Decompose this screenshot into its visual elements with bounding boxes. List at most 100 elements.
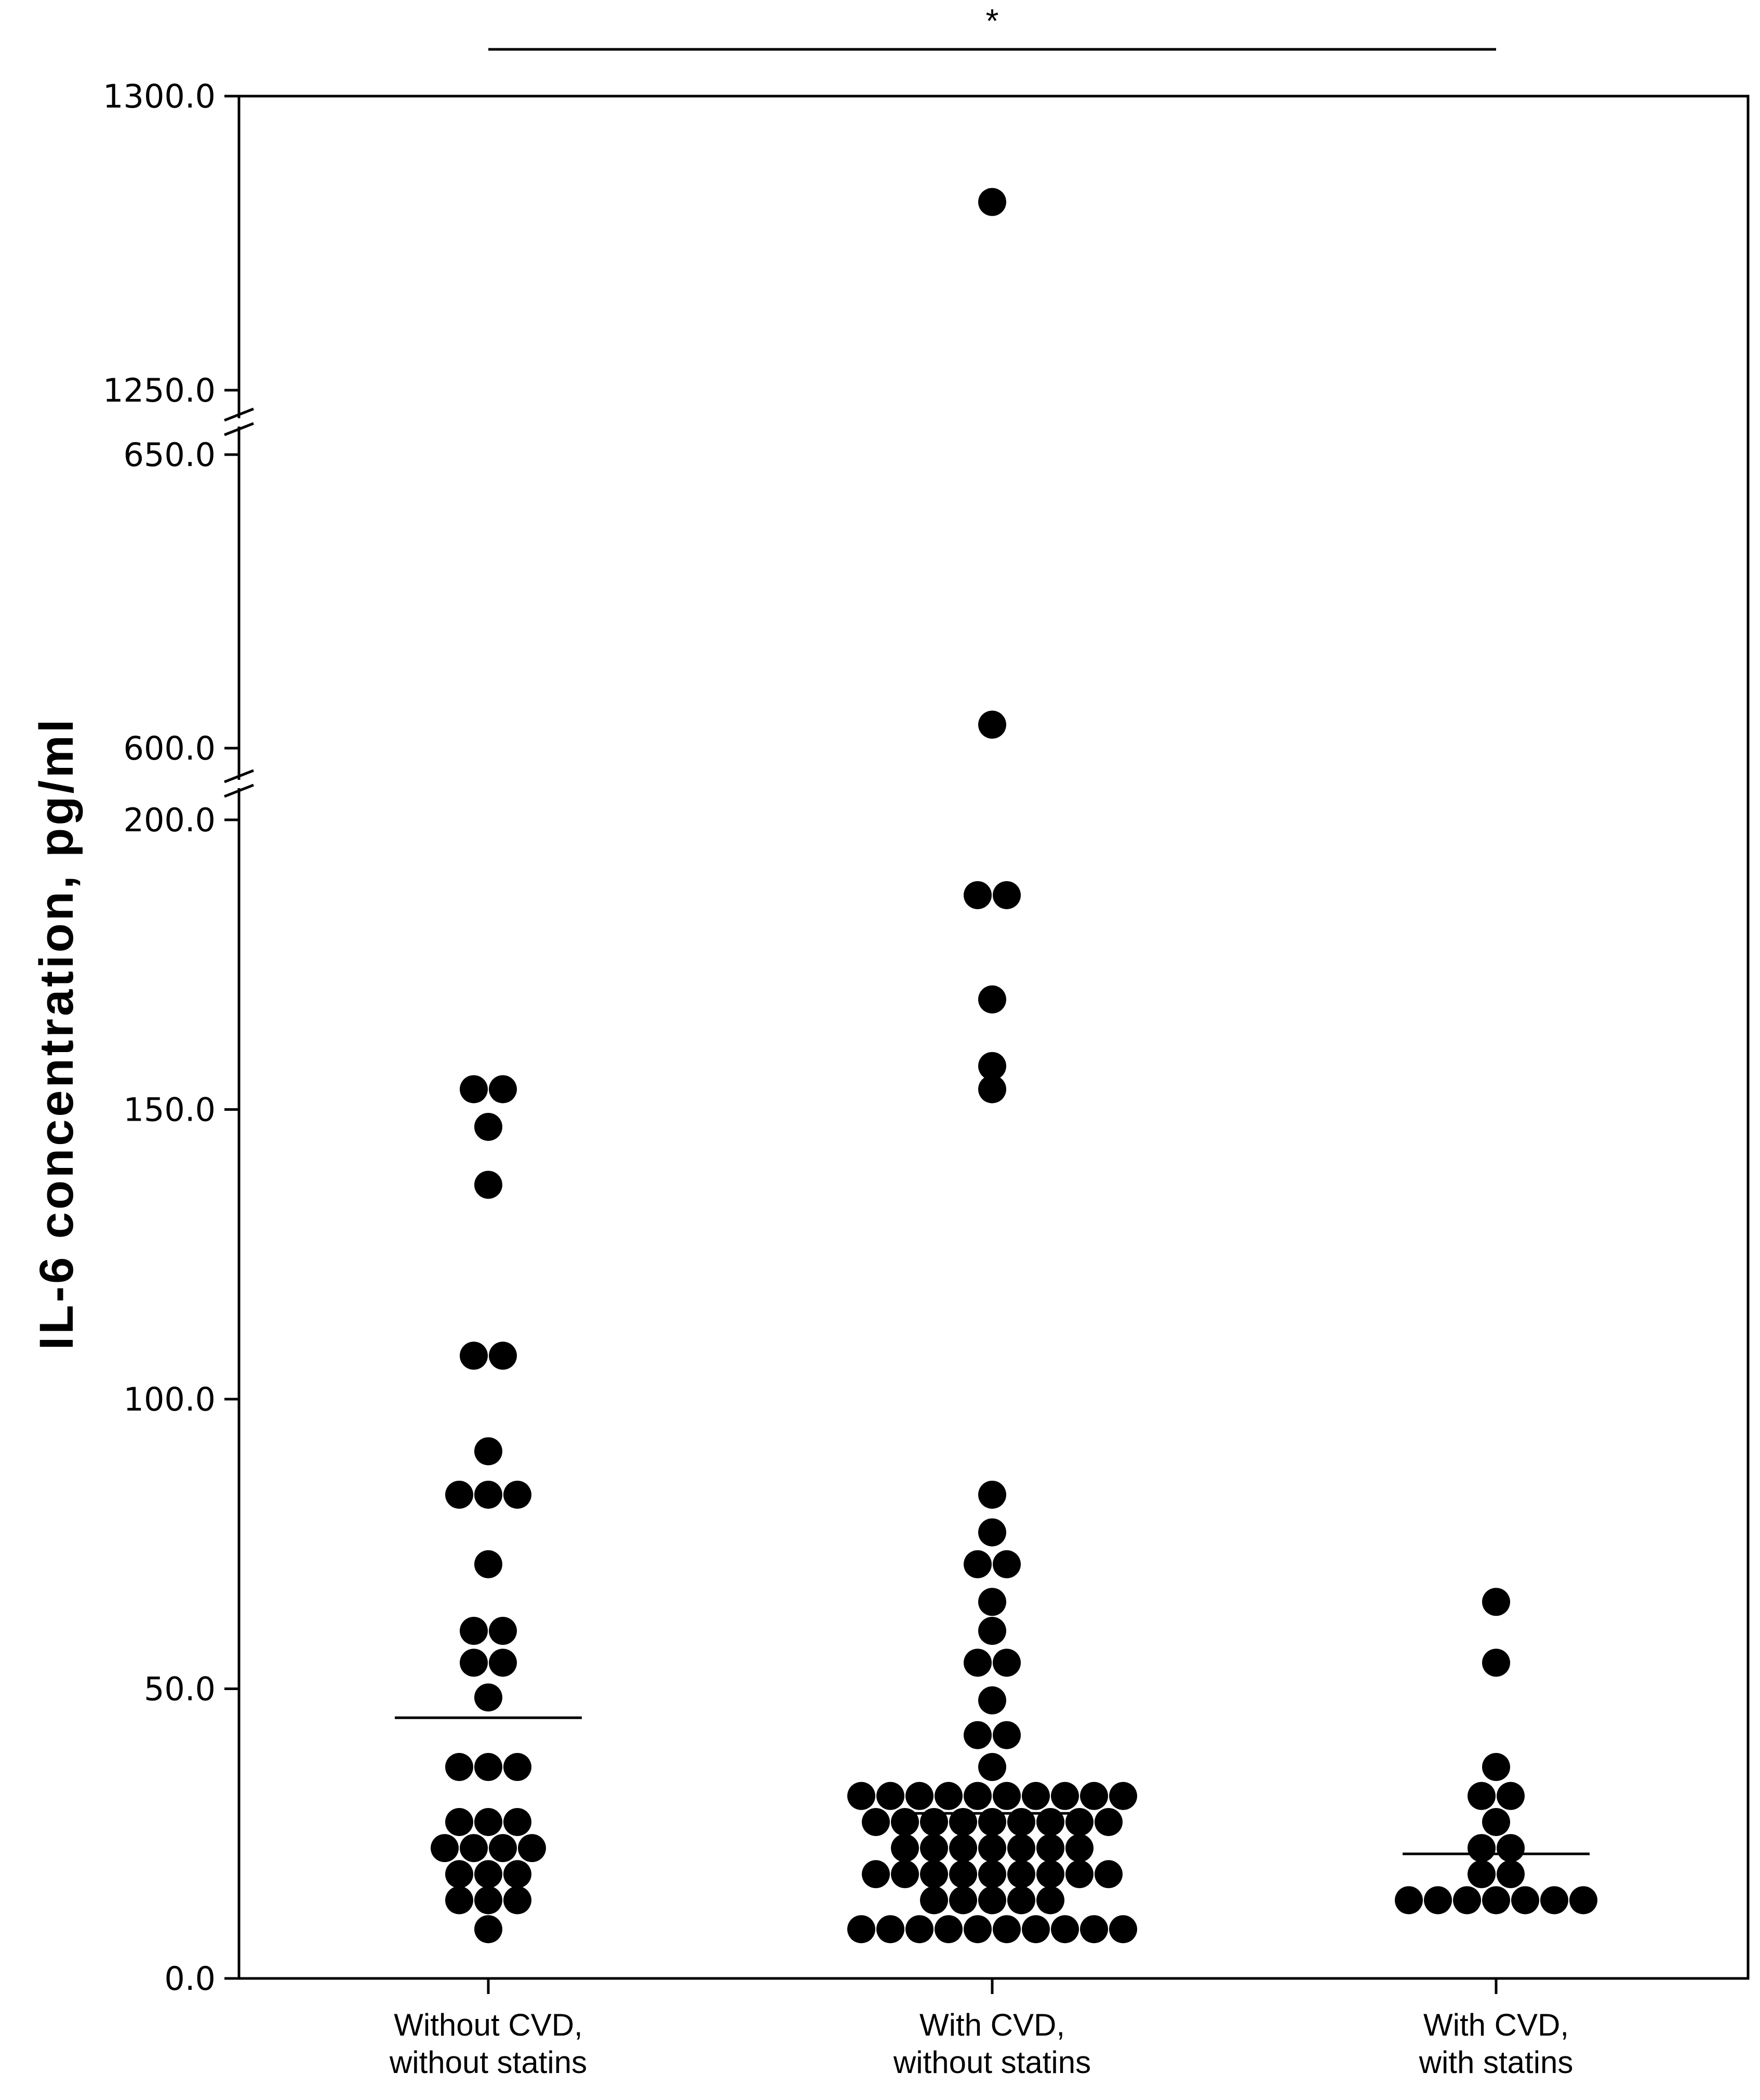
data-point xyxy=(1482,1886,1510,1915)
data-point xyxy=(1482,1588,1510,1616)
data-point xyxy=(1395,1886,1423,1915)
data-point xyxy=(964,1782,992,1810)
data-point xyxy=(1468,1860,1496,1889)
data-point xyxy=(489,1341,517,1370)
y-tick-label: 150.0 xyxy=(124,1091,216,1129)
x-category-label: With CVD, without statins xyxy=(893,2008,1091,2080)
axis-break-mark xyxy=(224,407,254,422)
data-point xyxy=(920,1860,948,1889)
data-point xyxy=(847,1782,875,1810)
data-point xyxy=(1065,1860,1094,1889)
data-point xyxy=(503,1753,531,1782)
data-point xyxy=(978,188,1006,216)
data-point xyxy=(949,1834,977,1863)
data-point xyxy=(474,1171,502,1199)
data-point xyxy=(1482,1753,1510,1782)
data-point xyxy=(1482,1807,1510,1836)
data-point xyxy=(993,1550,1021,1578)
x-category-label: With CVD, with statins xyxy=(1419,2008,1574,2080)
axis-break-mark xyxy=(224,422,254,436)
data-point xyxy=(474,1550,502,1578)
data-point xyxy=(978,1052,1006,1080)
data-point xyxy=(474,1683,502,1712)
data-point xyxy=(1424,1886,1452,1915)
y-tick-label: 1300.0 xyxy=(103,77,216,115)
data-point xyxy=(876,1915,904,1944)
data-point xyxy=(1051,1915,1079,1944)
data-point xyxy=(1468,1834,1496,1863)
data-point xyxy=(1497,1834,1525,1863)
data-point xyxy=(993,881,1021,909)
data-point xyxy=(978,1753,1006,1782)
y-tick-label: 50.0 xyxy=(144,1670,216,1708)
data-point xyxy=(503,1807,531,1836)
data-point xyxy=(964,1550,992,1578)
data-point xyxy=(445,1753,473,1782)
data-point xyxy=(1095,1807,1123,1836)
x-category-label-line: Without CVD, xyxy=(394,2008,582,2042)
data-point xyxy=(978,1860,1006,1889)
data-point xyxy=(489,1075,517,1104)
data-point xyxy=(1511,1886,1539,1915)
data-point xyxy=(474,1860,502,1889)
data-point xyxy=(1109,1782,1137,1810)
data-point xyxy=(489,1617,517,1645)
data-point xyxy=(920,1834,948,1863)
data-point xyxy=(978,1480,1006,1509)
significance-label: * xyxy=(986,2,999,39)
data-point xyxy=(964,881,992,909)
data-point xyxy=(460,1834,488,1863)
data-point xyxy=(920,1886,948,1915)
data-point xyxy=(1036,1886,1064,1915)
data-point xyxy=(905,1915,934,1944)
data-point xyxy=(993,1782,1021,1810)
data-point xyxy=(1007,1886,1035,1915)
axis-break-gap xyxy=(232,780,246,788)
data-point xyxy=(503,1480,531,1509)
x-category-label-line: With CVD, xyxy=(1423,2008,1569,2042)
data-point xyxy=(1022,1915,1050,1944)
data-point xyxy=(474,1915,502,1944)
data-point xyxy=(978,710,1006,739)
data-point xyxy=(445,1860,473,1889)
data-point xyxy=(503,1860,531,1889)
y-tick-label: 600.0 xyxy=(124,729,216,767)
data-point xyxy=(460,1649,488,1677)
data-point xyxy=(978,1588,1006,1616)
y-tick-label: 200.0 xyxy=(124,801,216,839)
data-point xyxy=(474,1753,502,1782)
x-category-label-line: without statins xyxy=(893,2045,1091,2080)
data-point xyxy=(1036,1807,1064,1836)
data-point xyxy=(1007,1807,1035,1836)
data-point xyxy=(891,1807,919,1836)
data-point xyxy=(1497,1860,1525,1889)
data-point xyxy=(993,1721,1021,1749)
data-point xyxy=(1051,1782,1079,1810)
data-point xyxy=(474,1886,502,1915)
data-points xyxy=(431,188,1597,1944)
data-point xyxy=(905,1782,934,1810)
y-axis-title: IL-6 concentration, pg/ml xyxy=(30,717,83,1350)
data-point xyxy=(935,1915,963,1944)
x-category-label: Without CVD, without statins xyxy=(389,2008,587,2080)
data-point xyxy=(1022,1782,1050,1810)
data-point xyxy=(474,1437,502,1466)
y-axis-ticks: 0.0 50.0 100.0 150.0 200.0 600.0 650.0 1250.0 13… xyxy=(103,77,239,1998)
data-point xyxy=(474,1480,502,1509)
data-point xyxy=(978,985,1006,1014)
data-point xyxy=(978,1075,1006,1104)
data-point xyxy=(1065,1834,1094,1863)
data-point xyxy=(978,1886,1006,1915)
data-point xyxy=(503,1886,531,1915)
data-point xyxy=(1540,1886,1568,1915)
data-point xyxy=(460,1075,488,1104)
axis-break-mark xyxy=(224,783,254,798)
data-point xyxy=(1007,1834,1035,1863)
data-point xyxy=(474,1112,502,1141)
data-point xyxy=(862,1807,890,1836)
data-point xyxy=(978,1617,1006,1645)
data-point xyxy=(1453,1886,1481,1915)
y-tick-label: 100.0 xyxy=(124,1380,216,1418)
data-point xyxy=(1065,1807,1094,1836)
